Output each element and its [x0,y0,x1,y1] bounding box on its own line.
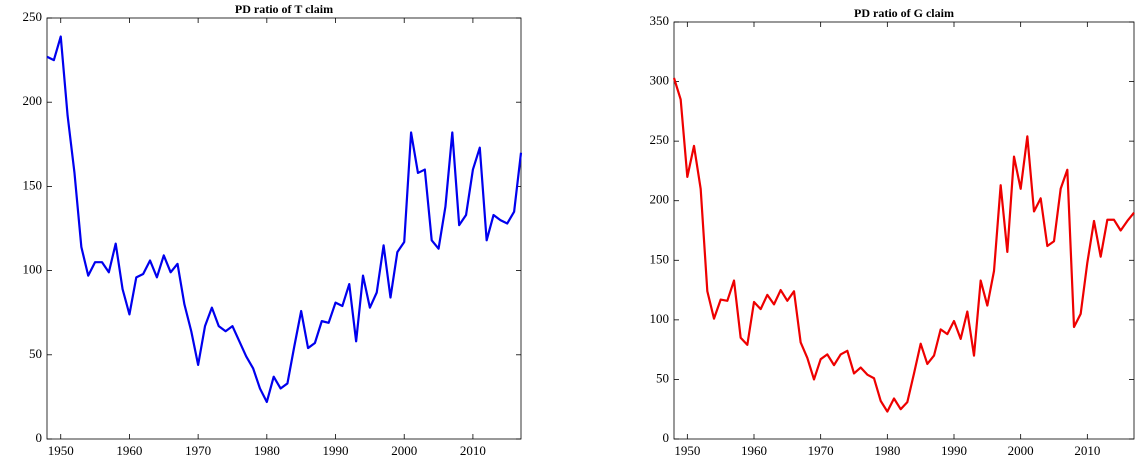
chart-title: PD ratio of G claim [854,6,954,20]
x-tick-label: 1950 [48,443,74,458]
x-tick-label: 2000 [1008,443,1034,458]
x-tick-label: 1970 [185,443,211,458]
x-tick-label: 1990 [323,443,349,458]
y-tick-label: 100 [23,262,43,277]
chart-title: PD ratio of T claim [235,2,333,16]
x-tick-label: 2010 [460,443,486,458]
frame [46,17,522,440]
y-tick-label: 300 [650,73,670,88]
data-line [46,35,523,404]
x-tick-label: 1980 [874,443,900,458]
y-tick-label: 100 [650,311,670,326]
y-tick-label: 250 [23,9,43,24]
y-tick-label: 50 [656,370,669,385]
x-tick-label: 1960 [116,443,142,458]
x-tick-label: 1980 [254,443,280,458]
y-tick-label: 150 [650,251,670,266]
y-tick-label: 0 [36,430,43,445]
x-tick-label: 1970 [808,443,834,458]
data-line [672,77,1135,413]
x-tick-label: 1960 [741,443,767,458]
x-tick-label: 1950 [674,443,700,458]
x-tick-label: 1990 [941,443,967,458]
y-tick-label: 250 [650,132,670,147]
y-tick-label: 150 [23,177,43,192]
x-tick-label: 2010 [1074,443,1100,458]
frame [673,21,1135,440]
y-tick-label: 200 [650,192,670,207]
y-tick-label: 200 [23,93,43,108]
y-tick-label: 50 [29,346,42,361]
y-tick-label: 0 [663,430,670,445]
y-tick-label: 350 [650,13,670,28]
x-tick-label: 2000 [391,443,417,458]
